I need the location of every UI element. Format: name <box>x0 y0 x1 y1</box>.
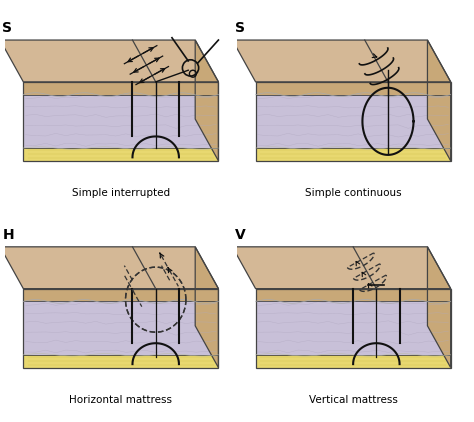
Polygon shape <box>195 40 219 161</box>
Polygon shape <box>428 40 451 161</box>
Polygon shape <box>255 148 451 161</box>
Polygon shape <box>23 148 219 161</box>
Polygon shape <box>0 247 219 289</box>
Text: Horizontal mattress: Horizontal mattress <box>69 395 173 405</box>
Polygon shape <box>23 355 219 368</box>
Polygon shape <box>23 301 219 355</box>
Text: Simple continuous: Simple continuous <box>305 188 401 198</box>
Polygon shape <box>23 289 219 301</box>
Text: V: V <box>235 228 246 242</box>
Polygon shape <box>255 355 451 368</box>
Polygon shape <box>0 40 219 82</box>
Polygon shape <box>428 247 451 368</box>
Text: H: H <box>2 228 14 242</box>
Polygon shape <box>255 95 451 148</box>
Polygon shape <box>195 247 219 368</box>
Polygon shape <box>255 82 451 95</box>
Polygon shape <box>255 289 451 301</box>
Text: Simple interrupted: Simple interrupted <box>72 188 170 198</box>
Polygon shape <box>255 301 451 355</box>
Text: S: S <box>2 22 12 35</box>
Text: Vertical mattress: Vertical mattress <box>309 395 398 405</box>
Polygon shape <box>232 247 451 289</box>
Text: S: S <box>235 22 245 35</box>
Polygon shape <box>23 95 219 148</box>
Polygon shape <box>232 40 451 82</box>
Polygon shape <box>23 82 219 95</box>
